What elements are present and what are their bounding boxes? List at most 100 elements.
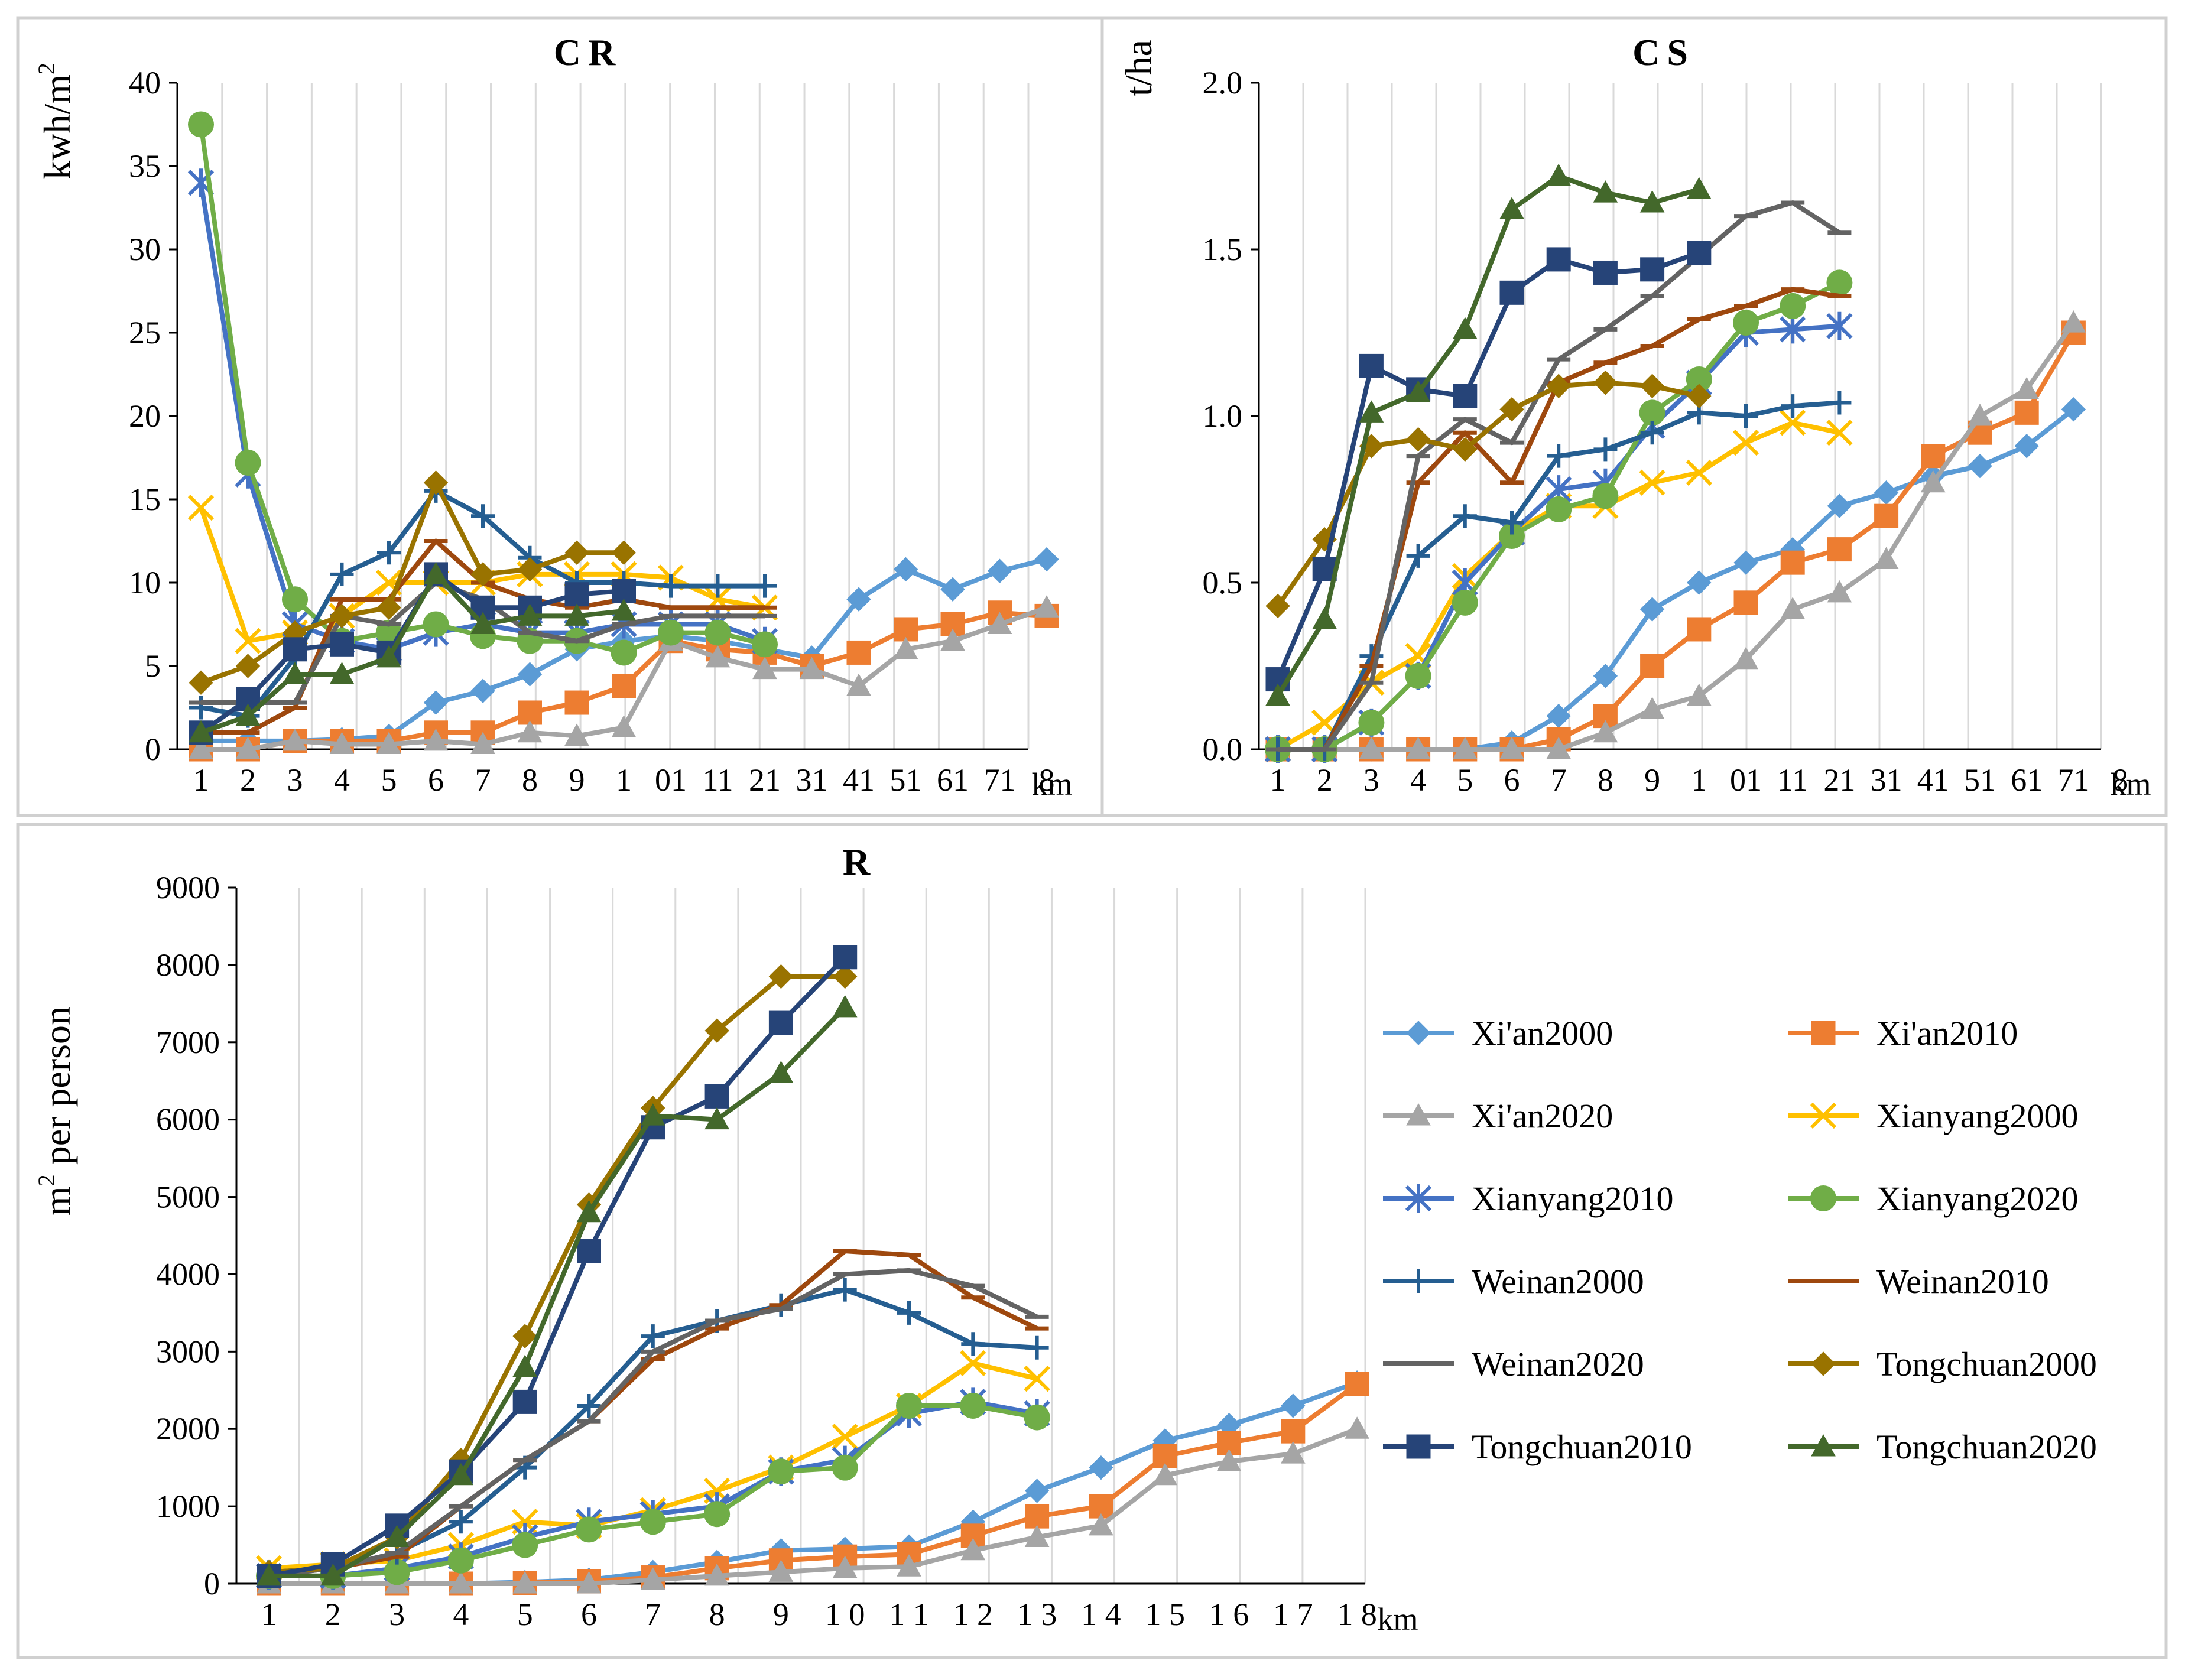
x-tick-label-cs: 5 [1457,762,1473,798]
data-point-tongchuan2010 [564,582,589,607]
data-point-xianyang2020 [611,639,637,666]
x-tick-label-cr: 41 [843,762,875,798]
data-point-xi-an2020 [1920,470,1946,493]
data-point-xianyang2020 [1499,523,1525,550]
y-tick-label-cs: 1.0 [1203,398,1243,434]
data-point-xi-an2020 [768,1559,794,1582]
x-tick-label-cr: 1 [193,762,209,798]
series-line-xianyang2000 [1277,420,1840,752]
y-axis-label-r-sup: 2 [33,1174,60,1186]
data-point-tongchuan2020 [189,720,213,743]
data-point-xianyang2020 [447,1547,474,1574]
data-point-weinan2000 [1547,444,1571,468]
data-point-xianyang2000 [1686,459,1712,486]
x-tick-label-r: 8 [709,1597,725,1632]
data-point-xi-an2000 [987,558,1012,583]
x-tick-label-cr: 5 [381,762,397,798]
data-point-tongchuan2020 [517,603,543,626]
legend-marker-xi-an2000 [1406,1021,1431,1045]
data-point-xi-an2010 [1827,537,1852,562]
data-point-weinan2000 [1640,421,1664,445]
data-point-weinan2000 [1781,394,1805,418]
legend-item-xi-an2020: Xi'an2020 [1383,1097,1613,1135]
data-point-weinan2000 [189,696,213,720]
x-axis-label-r: km [1377,1601,1418,1637]
x-tick-label-cr: 11 [703,762,733,798]
data-point-xianyang2000 [960,1350,986,1377]
data-point-tongchuan2020 [564,603,589,626]
x-tick-label-cs: 61 [2011,762,2043,798]
legend: Xi'an2000 Xi'an2010 Xi'an2020 Xianyang2000 X… [1383,1014,2097,1466]
series-line-tongchuan2010 [268,956,847,1578]
data-point-xianyang2020 [832,1454,858,1481]
data-point-xi-an2000 [893,557,918,582]
data-point-xianyang2020 [1452,589,1478,616]
data-point-xi-an2020 [1686,683,1712,706]
data-point-xi-an2000 [1968,453,1992,479]
x-tick-label-cs: 9 [1644,762,1660,798]
data-point-xi-an2020 [940,628,965,651]
x-tick-label-r: 1 4 [1081,1597,1121,1632]
series-line-tongchuan2020 [1275,173,1700,697]
data-point-tongchuan2020 [512,1354,538,1377]
data-point-xi-an2020 [704,1563,729,1586]
data-point-xi-an2020 [987,612,1012,634]
data-point-tongchuan2000 [329,603,355,629]
data-point-tongchuan2020 [376,645,401,668]
data-point-tongchuan2020 [329,662,355,684]
legend-item-xi-an2010: Xi'an2010 [1788,1014,2018,1052]
data-point-tongchuan2020 [576,1200,602,1223]
data-point-xianyang2020 [752,631,778,658]
y-tick-label-cr: 40 [129,65,161,100]
data-point-tongchuan2000 [376,595,401,620]
legend-item-tongchuan2010: Tongchuan2010 [1383,1428,1692,1466]
legend-label-xianyang2010: Xianyang2010 [1472,1179,1674,1218]
data-point-tongchuan2010 [704,1084,729,1109]
data-point-xianyang2020 [1826,269,1853,296]
series-line-xianyang2000 [268,1360,1038,1571]
data-point-xi-an2020 [1780,597,1806,619]
data-point-tongchuan2020 [235,703,261,726]
data-point-weinan2000 [659,574,683,598]
legend-item-weinan2010: Weinan2010 [1788,1262,2049,1301]
data-point-xianyang2000 [235,628,261,654]
data-point-xianyang2020 [1592,483,1619,509]
data-point-xianyang2020 [1358,709,1385,736]
x-tick-label-cr: 31 [796,762,828,798]
data-point-weinan2000 [1453,504,1477,528]
data-point-tongchuan2010 [1453,384,1478,408]
legend-label-tongchuan2010: Tongchuan2010 [1472,1428,1692,1466]
x-tick-label-r: 1 2 [953,1597,994,1632]
data-point-xi-an2000 [470,678,495,704]
series-xi-an2020-r [257,1416,1369,1594]
x-tick-label-cs: 11 [1777,762,1808,798]
x-tick-label-cs: 6 [1504,762,1520,798]
data-point-xi-an2020 [893,636,918,659]
data-point-weinan2000 [1734,404,1758,428]
data-point-xi-an2020 [611,715,637,737]
x-tick-label-r: 6 [581,1597,597,1632]
x-tick-label-r: 5 [517,1597,533,1632]
data-point-xi-an2020 [1024,1525,1050,1547]
data-point-tongchuan2000 [564,540,589,565]
y-tick-label-r: 1000 [156,1489,220,1524]
y-tick-label-cs: 0.0 [1203,732,1243,767]
x-tick-label-r: 1 7 [1273,1597,1313,1632]
data-point-xi-an2020 [235,736,261,759]
data-point-xianyang2020 [576,1516,602,1543]
x-tick-label-r: 1 3 [1017,1597,1057,1632]
data-point-xi-an2020 [189,736,213,759]
data-point-tongchuan2020 [384,1525,410,1547]
x-tick-label-r: 1 6 [1209,1597,1249,1632]
legend-label-xi-an2000: Xi'an2000 [1472,1014,1613,1052]
x-tick-label-cr: 21 [749,762,781,798]
data-point-xianyang2000 [187,494,215,521]
data-point-xi-an2020 [799,657,824,680]
x-tick-label-cr: 8 [522,762,538,798]
panel-title-cs: CS [1632,31,1695,73]
plot-r: 0 1000 2000 3000 4000 5000 6000 7000 8000 9000 1 2 3… [156,870,1418,1637]
data-point-tongchuan2020 [832,995,858,1018]
y-tick-label-cs: 1.5 [1203,232,1243,267]
data-point-xianyang2020 [384,1559,410,1585]
data-point-xi-an2020 [512,1571,538,1594]
